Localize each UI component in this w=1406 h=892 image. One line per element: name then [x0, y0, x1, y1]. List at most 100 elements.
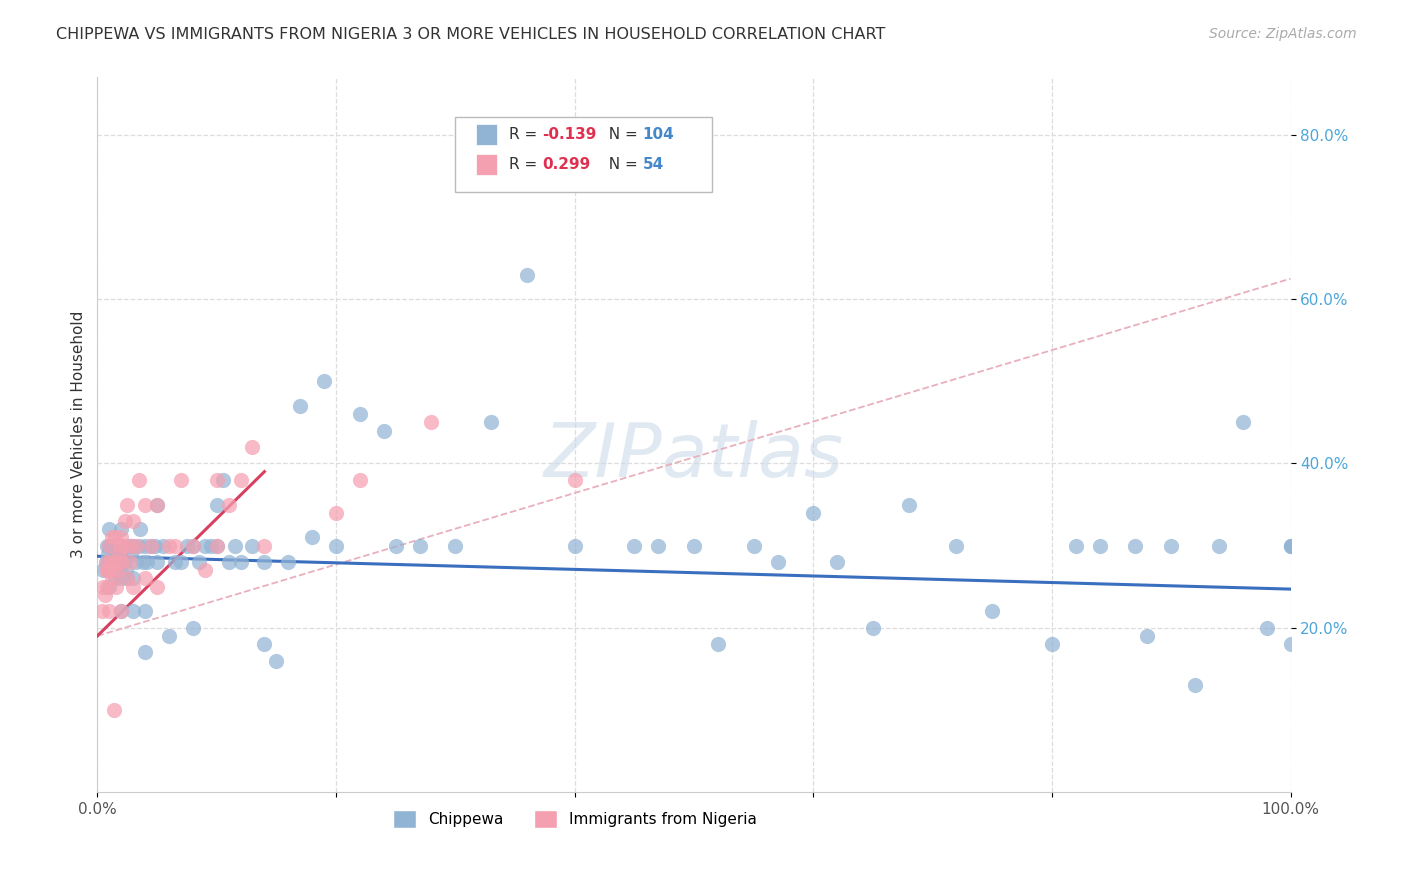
- Point: [218, 555, 240, 569]
- Point: [110, 604, 132, 618]
- Point: [205, 498, 228, 512]
- Point: [152, 539, 174, 553]
- Point: [420, 416, 443, 430]
- Point: [97, 563, 120, 577]
- Point: [229, 555, 252, 569]
- Point: [945, 539, 967, 553]
- Point: [122, 580, 145, 594]
- Legend: Chippewa, Immigrants from Nigeria: Chippewa, Immigrants from Nigeria: [387, 804, 763, 834]
- Point: [290, 399, 312, 413]
- Point: [181, 621, 204, 635]
- Text: -0.139: -0.139: [543, 127, 596, 142]
- Point: [110, 530, 132, 544]
- Point: [108, 539, 131, 553]
- Point: [163, 539, 186, 553]
- Point: [139, 539, 162, 553]
- Point: [94, 555, 117, 569]
- Point: [108, 547, 131, 561]
- Point: [108, 563, 131, 577]
- Point: [205, 539, 228, 553]
- Point: [114, 539, 136, 553]
- Point: [124, 539, 146, 553]
- Point: [104, 555, 127, 569]
- Point: [277, 555, 299, 569]
- Point: [349, 407, 371, 421]
- Point: [98, 580, 121, 594]
- Point: [181, 539, 204, 553]
- Point: [1040, 637, 1063, 651]
- Point: [194, 539, 217, 553]
- Point: [134, 539, 156, 553]
- Point: [115, 498, 138, 512]
- Point: [187, 555, 209, 569]
- Point: [128, 473, 150, 487]
- Point: [1279, 539, 1302, 553]
- Text: 104: 104: [643, 127, 675, 142]
- Point: [1208, 539, 1230, 553]
- Text: 0.299: 0.299: [543, 157, 591, 172]
- Point: [94, 563, 117, 577]
- Point: [112, 539, 135, 553]
- Point: [100, 539, 122, 553]
- Point: [120, 539, 142, 553]
- Point: [683, 539, 706, 553]
- Point: [118, 539, 141, 553]
- Point: [1136, 629, 1159, 643]
- Point: [100, 571, 122, 585]
- Point: [564, 539, 586, 553]
- Point: [897, 498, 920, 512]
- Point: [91, 604, 114, 618]
- Point: [742, 539, 765, 553]
- Point: [157, 629, 180, 643]
- Point: [825, 555, 848, 569]
- Point: [104, 571, 127, 585]
- Point: [242, 539, 264, 553]
- Point: [122, 604, 145, 618]
- Point: [194, 563, 217, 577]
- Point: [623, 539, 645, 553]
- Point: [1125, 539, 1147, 553]
- Point: [124, 555, 146, 569]
- Point: [384, 539, 406, 553]
- Point: [98, 539, 121, 553]
- Point: [98, 563, 121, 577]
- Point: [115, 539, 138, 553]
- Text: N =: N =: [599, 157, 643, 172]
- Point: [1279, 637, 1302, 651]
- Point: [242, 440, 264, 454]
- Point: [105, 555, 128, 569]
- Point: [312, 374, 335, 388]
- Point: [96, 555, 118, 569]
- Point: [115, 563, 138, 577]
- Point: [146, 555, 169, 569]
- Point: [97, 547, 120, 561]
- Point: [205, 539, 228, 553]
- Point: [707, 637, 730, 651]
- Point: [134, 498, 156, 512]
- FancyBboxPatch shape: [475, 124, 498, 145]
- Point: [1088, 539, 1111, 553]
- Text: N =: N =: [599, 127, 643, 142]
- Point: [103, 703, 125, 717]
- Point: [1184, 678, 1206, 692]
- Point: [110, 604, 132, 618]
- Point: [325, 506, 347, 520]
- Point: [136, 555, 159, 569]
- Point: [479, 416, 502, 430]
- Point: [96, 580, 118, 594]
- Point: [120, 547, 142, 561]
- Point: [143, 539, 166, 553]
- Point: [1160, 539, 1182, 553]
- Text: 54: 54: [643, 157, 664, 172]
- Point: [163, 555, 186, 569]
- Point: [98, 539, 121, 553]
- Point: [218, 498, 240, 512]
- Text: Source: ZipAtlas.com: Source: ZipAtlas.com: [1209, 27, 1357, 41]
- Point: [146, 498, 169, 512]
- Point: [98, 555, 121, 569]
- FancyBboxPatch shape: [456, 117, 711, 192]
- Point: [98, 522, 121, 536]
- Point: [115, 571, 138, 585]
- Point: [205, 473, 228, 487]
- Text: ZIPatlas: ZIPatlas: [544, 420, 844, 492]
